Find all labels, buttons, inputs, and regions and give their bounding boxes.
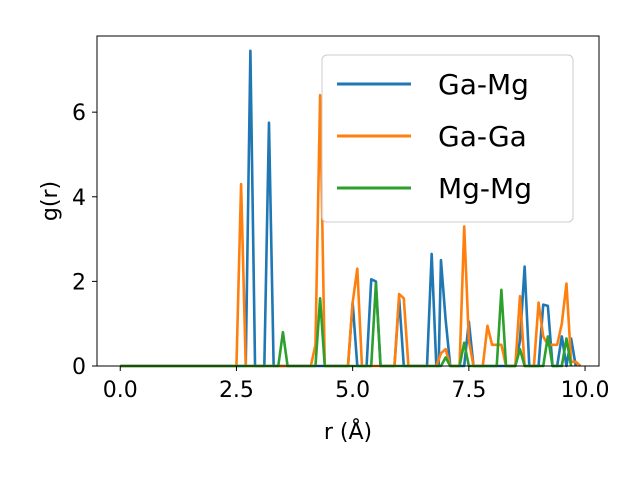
y-axis-label: g(r)	[38, 181, 63, 221]
x-tick-label: 10.0	[561, 378, 610, 403]
y-tick-label: 2	[72, 270, 86, 295]
x-tick-label: 7.5	[451, 378, 486, 403]
x-tick-label: 5.0	[335, 378, 370, 403]
x-axis-label: r (Å)	[324, 418, 372, 445]
legend: Ga-Mg Ga-Ga Mg-Mg	[321, 54, 574, 223]
legend-box	[321, 54, 574, 223]
plot-frame	[96, 35, 600, 367]
x-tick-label: 2.5	[219, 378, 254, 403]
legend-label-mg-mg: Mg-Mg	[438, 172, 532, 205]
series-line-mg-mg	[120, 282, 573, 368]
y-tick-label: 6	[72, 101, 86, 126]
legend-label-ga-mg: Ga-Mg	[438, 68, 529, 101]
y-tick-label: 0	[72, 355, 86, 380]
y-tick-label: 4	[72, 186, 86, 211]
legend-label-ga-ga: Ga-Ga	[438, 120, 527, 153]
x-tick-label: 0.0	[103, 378, 138, 403]
ticks-layer: 0.0 2.5 5.0 7.5 10.0 0 2 4 6	[72, 101, 610, 403]
